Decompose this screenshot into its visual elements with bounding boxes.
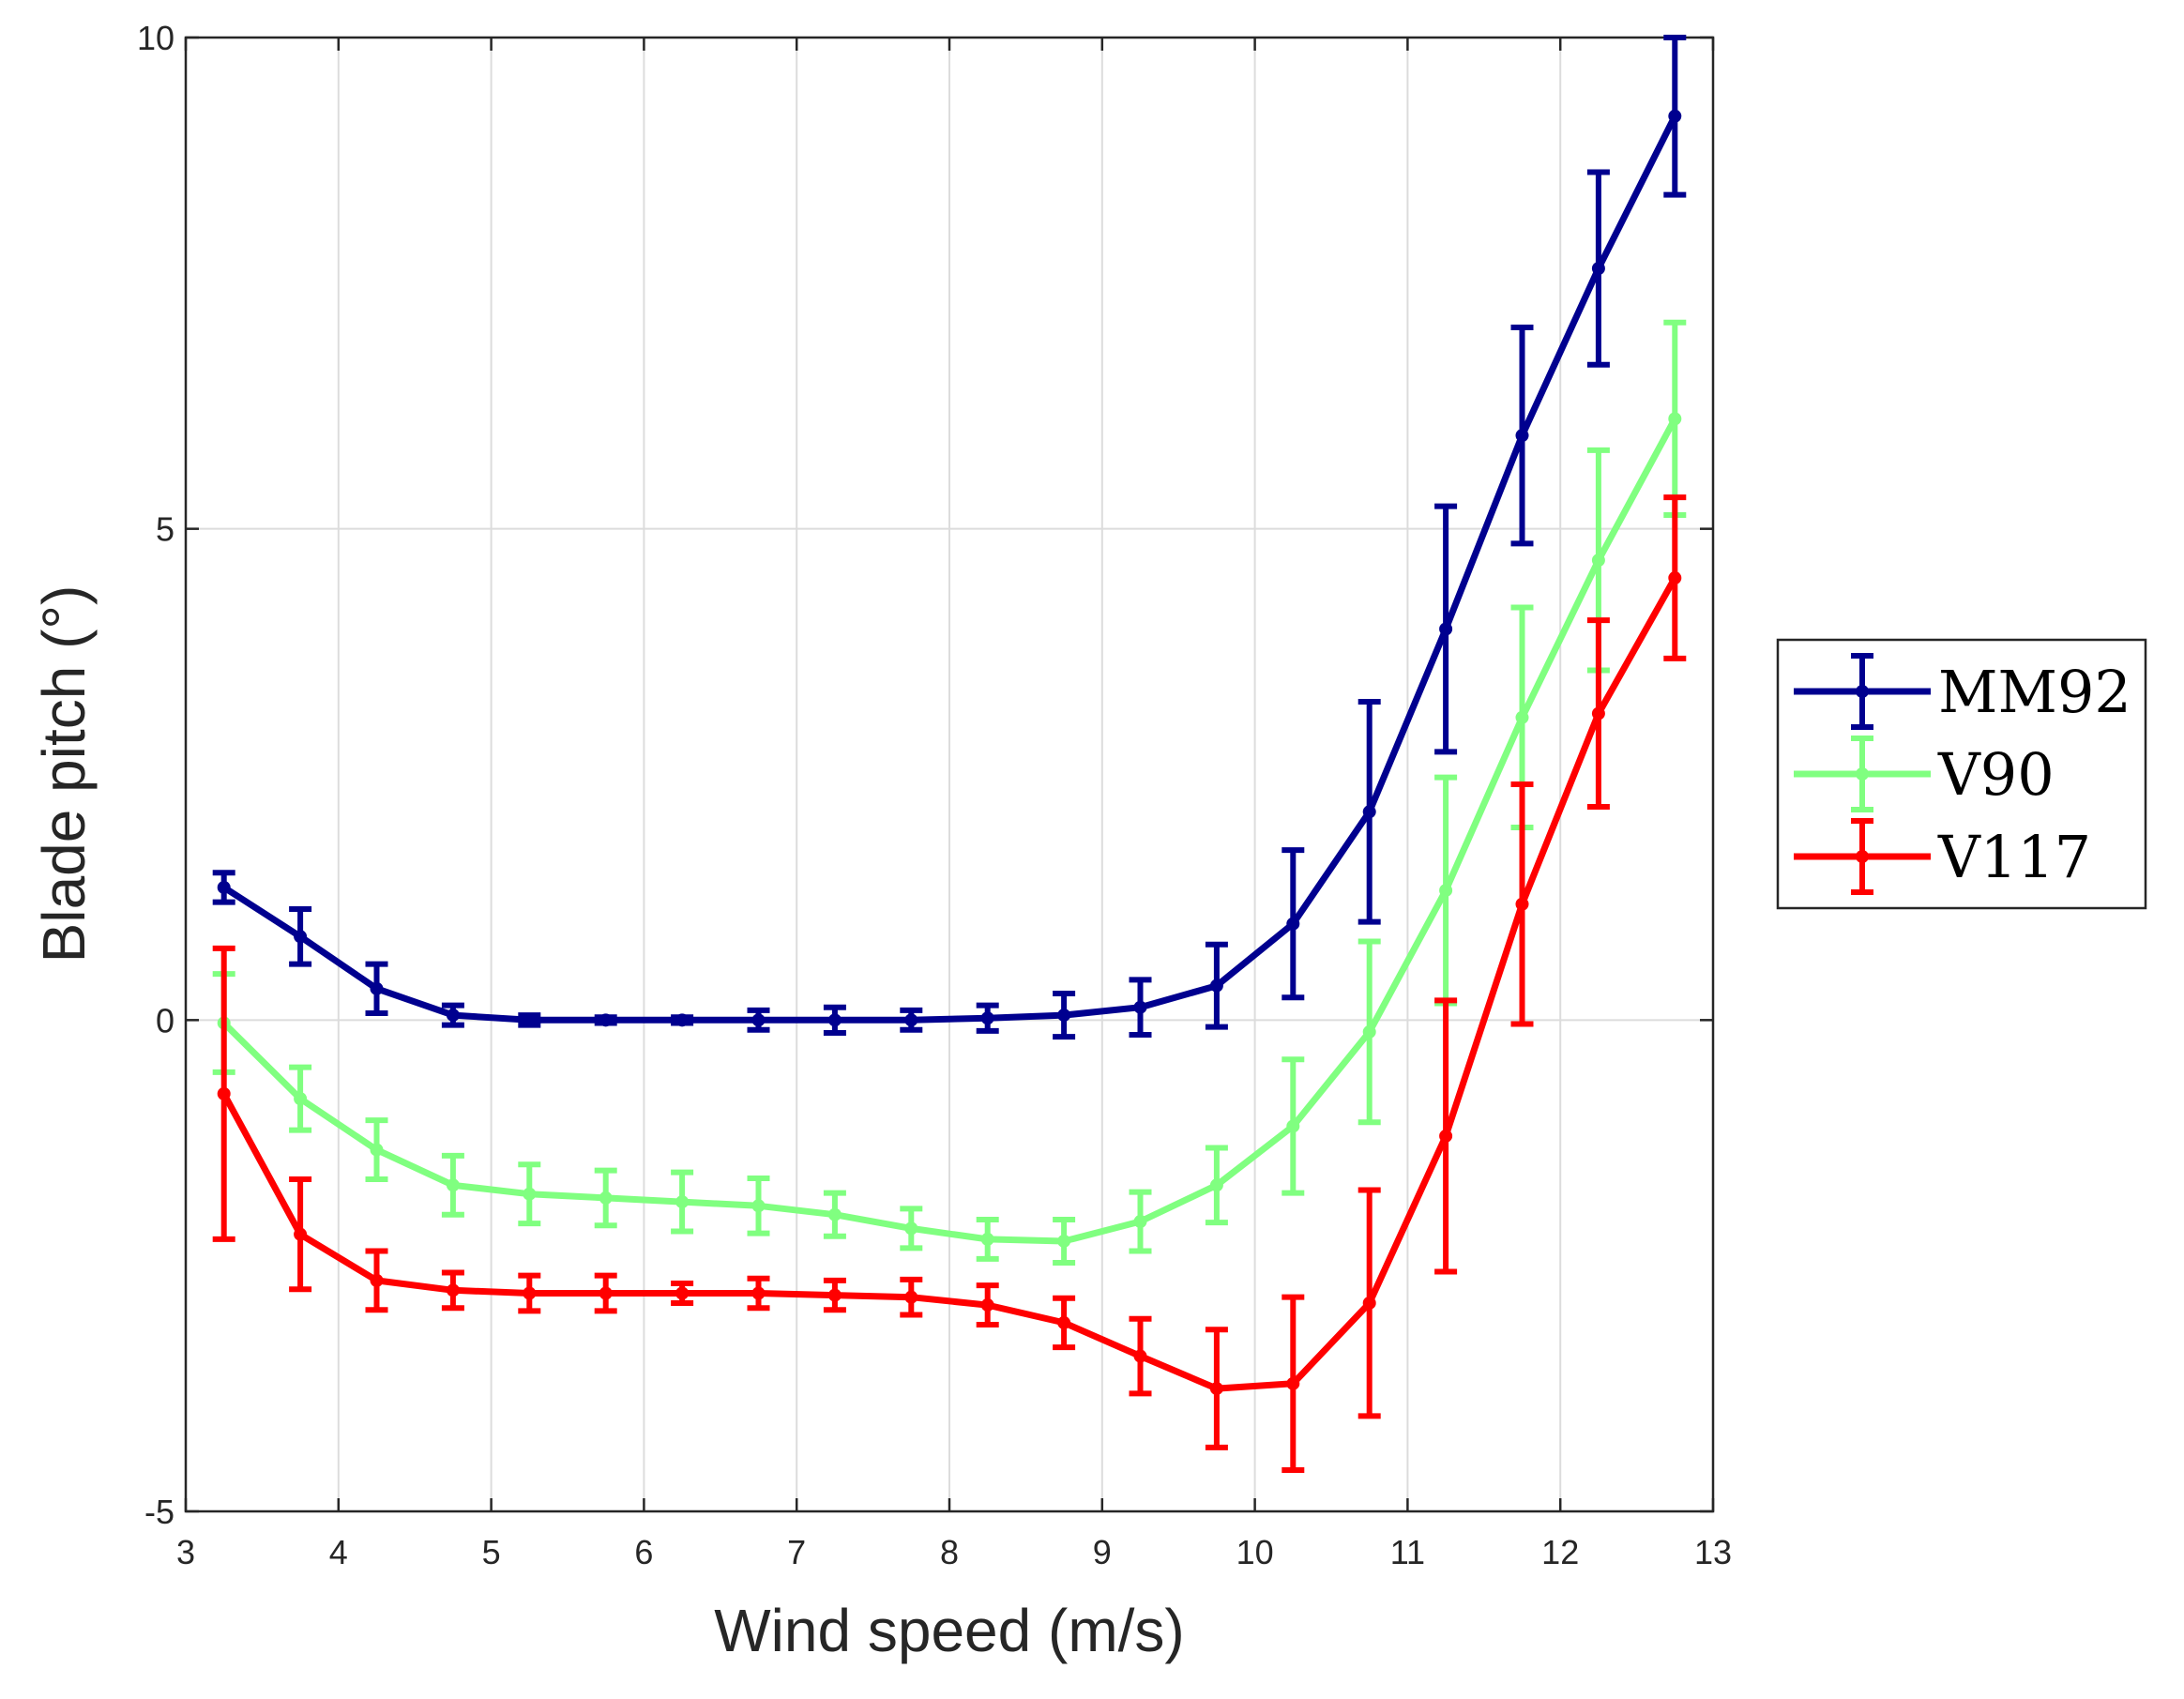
- data-point: [1133, 1215, 1147, 1229]
- legend-marker: [1856, 767, 1869, 781]
- legend-label: V90: [1937, 740, 2055, 809]
- data-point: [904, 1290, 918, 1304]
- data-point: [1286, 917, 1300, 931]
- data-point: [1057, 1234, 1071, 1248]
- x-tick-label: 10: [1236, 1533, 1274, 1571]
- data-point: [1668, 412, 1682, 426]
- legend-entry-v90: V90: [1794, 736, 2055, 812]
- data-point: [827, 1013, 842, 1027]
- data-point: [1133, 1349, 1147, 1363]
- data-point: [1133, 1000, 1147, 1014]
- data-point: [675, 1195, 690, 1209]
- data-point: [294, 930, 308, 944]
- data-point: [751, 1286, 766, 1300]
- x-tick-label: 11: [1390, 1533, 1425, 1571]
- legend-marker: [1856, 850, 1869, 863]
- data-point: [1286, 1119, 1300, 1133]
- data-point: [446, 1009, 460, 1023]
- legend: MM92 V90 V117: [1776, 638, 2147, 910]
- data-point: [1286, 1376, 1300, 1390]
- data-point: [980, 1011, 994, 1025]
- data-point: [1057, 1315, 1071, 1329]
- data-point: [370, 981, 384, 995]
- data-point: [1362, 1296, 1376, 1310]
- series-layer: [212, 35, 1687, 1474]
- data-point: [751, 1199, 766, 1213]
- data-point: [1439, 1129, 1453, 1143]
- series-mm92: [212, 35, 1687, 1040]
- x-tick-label: 12: [1541, 1533, 1579, 1571]
- data-point: [1515, 429, 1529, 443]
- data-point: [827, 1207, 842, 1221]
- data-point: [675, 1286, 690, 1300]
- legend-entry-v117: V117: [1794, 818, 2091, 895]
- data-point: [370, 1273, 384, 1287]
- series-line: [220, 415, 1678, 1245]
- x-tick-label: 13: [1694, 1533, 1732, 1571]
- data-point: [1439, 884, 1453, 898]
- x-tick-label: 5: [482, 1533, 501, 1571]
- x-tick-label: 4: [329, 1533, 348, 1571]
- series-v90: [212, 319, 1687, 1267]
- data-point: [1209, 1178, 1223, 1192]
- data-point: [980, 1298, 994, 1312]
- legend-label: MM92: [1938, 658, 2131, 726]
- legend-entries: MM92 V90 V117: [1794, 653, 2131, 895]
- x-tick-label: 9: [1093, 1533, 1112, 1571]
- x-tick-label: 8: [940, 1533, 959, 1571]
- data-point: [904, 1013, 918, 1027]
- y-tick-label: 0: [156, 1001, 174, 1039]
- data-point: [294, 1227, 308, 1241]
- data-point: [1362, 1024, 1376, 1039]
- legend-marker: [1856, 685, 1869, 698]
- data-point: [904, 1221, 918, 1236]
- data-point: [1591, 706, 1605, 721]
- y-tick-label: 10: [137, 19, 174, 57]
- tick-labels: 3 4 5 6 7 8 9 10 11 12 13 10 5 0 -5: [137, 19, 1732, 1571]
- legend-entry-mm92: MM92: [1794, 653, 2131, 730]
- ticks: [184, 36, 1715, 1513]
- series-line: [220, 113, 1678, 1024]
- data-point: [217, 880, 231, 894]
- legend-label: V117: [1937, 823, 2091, 891]
- data-point: [1515, 897, 1529, 911]
- data-point: [523, 1013, 537, 1027]
- data-point: [1668, 109, 1682, 123]
- data-point: [1057, 1009, 1071, 1023]
- series-line: [220, 574, 1678, 1392]
- y-tick-label: -5: [144, 1493, 174, 1531]
- x-axis-label: Wind speed (m/s): [714, 1597, 1184, 1664]
- data-point: [446, 1283, 460, 1297]
- x-tick-label: 6: [634, 1533, 653, 1571]
- data-point: [1515, 710, 1529, 724]
- data-point: [751, 1013, 766, 1027]
- x-tick-label: 3: [176, 1533, 195, 1571]
- data-point: [1668, 571, 1682, 585]
- data-point: [1362, 805, 1376, 819]
- data-point: [1439, 622, 1453, 636]
- y-axis-label: Blade pitch (°): [30, 585, 98, 963]
- data-point: [1591, 554, 1605, 568]
- data-point: [675, 1013, 690, 1027]
- data-point: [294, 1092, 308, 1106]
- data-point: [1591, 262, 1605, 276]
- data-point: [446, 1178, 460, 1192]
- data-point: [523, 1286, 537, 1300]
- data-point: [980, 1232, 994, 1246]
- series-v117: [212, 494, 1687, 1474]
- data-point: [370, 1143, 384, 1157]
- data-point: [523, 1187, 537, 1201]
- x-tick-label: 7: [787, 1533, 806, 1571]
- data-point: [217, 1086, 231, 1100]
- data-point: [599, 1191, 613, 1205]
- data-point: [1209, 1382, 1223, 1396]
- data-point: [1209, 978, 1223, 993]
- data-point: [599, 1013, 613, 1027]
- data-point: [599, 1286, 613, 1300]
- data-point: [827, 1288, 842, 1302]
- y-tick-label: 5: [156, 510, 174, 549]
